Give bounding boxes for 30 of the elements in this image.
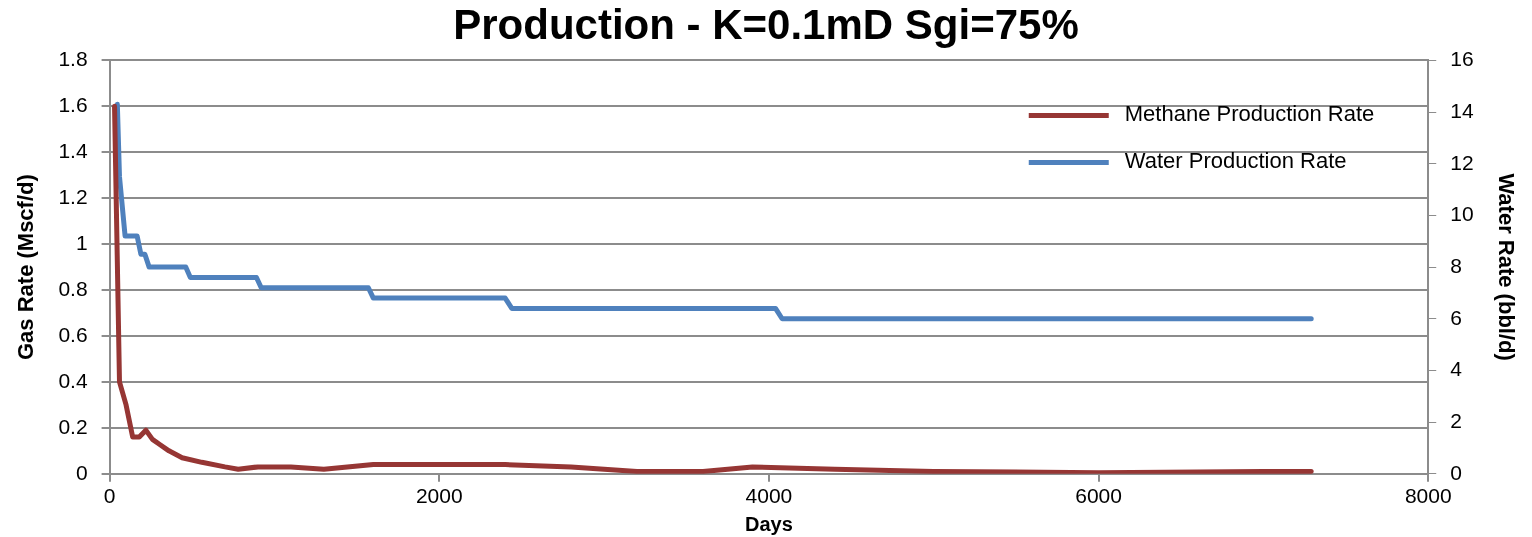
y2-tick-label: 14 <box>1450 98 1474 122</box>
y-tick-label: 0.8 <box>58 276 88 300</box>
y2-tick-label: 8 <box>1450 253 1462 277</box>
chart-title: Production - K=0.1mD Sgi=75% <box>453 0 1079 48</box>
y2-tick-label: 2 <box>1450 408 1462 432</box>
x-tick-label: 0 <box>103 484 116 508</box>
y-tick-label: 1.6 <box>58 93 88 117</box>
x-axis-title: Days <box>745 512 793 535</box>
y-tick-label: 0.2 <box>58 414 88 438</box>
y-tick-label: 1.2 <box>58 185 88 208</box>
x-tick-label: 2000 <box>415 484 463 508</box>
y-tick-label: 1.8 <box>58 47 88 71</box>
x-tick-label: 4000 <box>745 484 793 508</box>
legend-label: Methane Production Rate <box>1124 101 1375 127</box>
y2-tick-label: 10 <box>1450 202 1474 226</box>
y-axis-title: Gas Rate (Mscf/d) <box>13 174 39 361</box>
x-tick-label: 8000 <box>1404 484 1452 508</box>
y-tick-label: 0.4 <box>58 368 88 392</box>
y2-tick-label: 16 <box>1450 47 1474 71</box>
y-tick-label: 0.6 <box>58 322 88 346</box>
y2-tick-label: 0 <box>1450 460 1462 484</box>
y-tick-label: 1.4 <box>58 139 88 163</box>
y2-tick-label: 6 <box>1450 305 1462 329</box>
y-tick-label: 1 <box>75 230 88 254</box>
y2-tick-label: 12 <box>1450 150 1474 174</box>
y2-tick-label: 4 <box>1450 357 1463 381</box>
y-tick-label: 0 <box>75 460 88 484</box>
x-tick-label: 6000 <box>1075 484 1122 508</box>
y2-axis-title: Water Rate (bbl/d) <box>1493 173 1519 361</box>
legend-label: Water Production Rate <box>1124 148 1347 174</box>
